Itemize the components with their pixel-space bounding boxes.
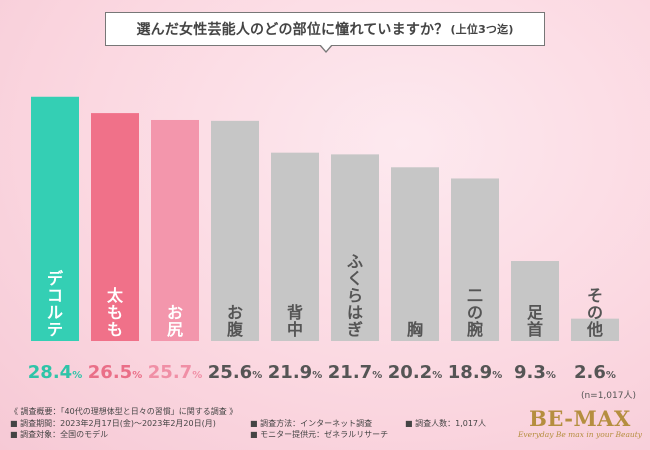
value-label: 25.6%: [208, 362, 262, 383]
value-label: 20.2%: [388, 362, 442, 383]
footer-col-right: ■ 調査人数：1,017人: [405, 418, 486, 430]
logo-brand: BE-MAX: [529, 406, 631, 431]
bar-2: [91, 113, 139, 341]
bar-10: [571, 318, 619, 341]
bar-9: [511, 261, 559, 341]
be-max-logo: BE-MAX Everyday Be max in your Beauty: [515, 408, 645, 440]
bar-7: [391, 167, 439, 341]
bar-4: [211, 120, 259, 341]
value-label: 26.5%: [88, 362, 142, 383]
title-main: 選んだ女性芸能人のどの部位に憧れていますか？: [136, 22, 449, 38]
value-label: 21.7%: [328, 362, 382, 383]
value-label: 21.9%: [268, 362, 322, 383]
footer-col-middle: ■ 調査方法：インターネット調査 ■ モニター提供元：ゼネラルリサーチ: [250, 418, 388, 441]
footer-line: ■ 調査人数：1,017人: [405, 418, 487, 428]
bar-3: [151, 119, 199, 341]
bar-5: [271, 152, 319, 341]
logo-tagline: Everyday Be max in your Beauty: [517, 430, 643, 439]
category-label: その他: [586, 286, 603, 339]
footer-col-left: 《 調査概要：「40代の理想体型と日々の習慣」に関する調査 》 ■ 調査期間：2…: [10, 406, 237, 441]
value-label: 25.7%: [148, 362, 202, 383]
title-sub: (上位3つ迄): [450, 23, 514, 36]
value-label: 28.4%: [28, 362, 82, 383]
sample-size-note: (n=1,017人): [580, 391, 636, 401]
value-label: 2.6%: [574, 362, 616, 383]
footer-line: ■ 調査方法：インターネット調査: [250, 418, 373, 428]
bar-6: [331, 154, 379, 341]
title-pointer-inner: [320, 44, 332, 51]
category-label: 太もも: [106, 286, 124, 339]
category-label: 二の腕: [467, 286, 483, 339]
footer-line: ■ 調査対象：全国のモデル: [10, 430, 109, 439]
value-label: 18.9%: [448, 362, 502, 383]
category-label: 背中: [287, 303, 303, 339]
bar-8: [451, 178, 499, 341]
category-label: お尻: [167, 303, 183, 339]
footer-line: ■ 調査期間：2023年2月17日(金)～2023年2月20日(月): [10, 418, 216, 428]
category-label: ふくらはぎ: [347, 252, 363, 339]
bar-1: [31, 96, 79, 341]
footer-line: 《 調査概要：「40代の理想体型と日々の習慣」に関する調査 》: [10, 407, 238, 416]
category-label: 胸: [407, 320, 423, 339]
category-label: お腹: [227, 303, 244, 339]
category-label: 足首: [527, 303, 544, 339]
category-label: デコルテ: [47, 269, 64, 339]
value-label: 9.3%: [514, 362, 556, 383]
chart-title: 選んだ女性芸能人のどの部位に憧れていますか？ (上位3つ迄): [105, 12, 545, 46]
footer-line: ■ モニター提供元：ゼネラルリサーチ: [250, 430, 389, 439]
